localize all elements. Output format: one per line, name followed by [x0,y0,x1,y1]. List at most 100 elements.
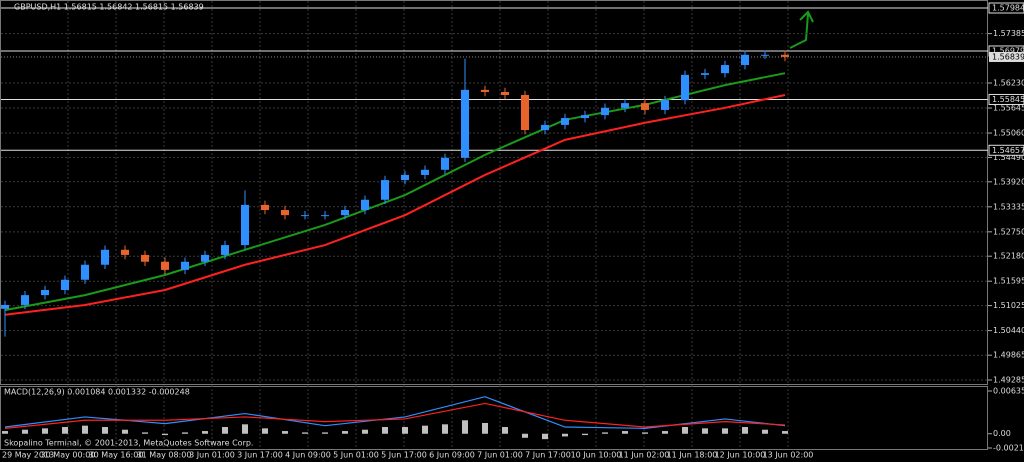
y-tick-label: 1.53335 [993,202,1024,211]
x-tick-label: 4 Jun 09:00 [285,451,331,460]
x-tick-label: 30 May 16:00 [89,451,144,460]
candle-body [61,279,69,290]
candle-body [121,249,129,255]
candle-body [561,118,569,125]
candle-body [441,157,449,170]
candle-body [541,124,549,131]
candle-body [281,210,289,216]
x-tick-label: 7 Jun 01:00 [477,451,523,460]
x-tick-label: 12 Jun 10:00 [715,451,766,460]
candle-body [221,245,229,255]
last-price-box [989,51,1024,62]
candle-body [181,261,189,270]
x-tick-label: 31 May 08:00 [137,451,192,460]
candle-body [301,215,309,217]
macd-bar [662,431,668,434]
macd-title: MACD(12,26,9) 0.001084 0.001332 -0.00024… [4,388,190,397]
macd-bar [322,432,328,434]
macd-bar [202,431,208,434]
candle-body [581,115,589,119]
y-tick-label: 1.49865 [993,351,1024,360]
candle-body [361,199,369,211]
candle-body [661,100,669,110]
candle-body [641,103,649,110]
candle-body [201,254,209,262]
macd-bar [342,431,348,434]
macd-bar [602,432,608,434]
last-price-label: 1.56839 [992,52,1024,61]
candle-body [401,174,409,181]
x-tick-label: 11 Jun 18:00 [667,451,718,460]
y-tick-label: 1.51595 [993,277,1024,286]
macd-bar [622,431,628,434]
x-tick-label: 7 Jun 17:00 [525,451,571,460]
candle-body [81,264,89,280]
x-tick-label: 30 May 00:00 [41,451,96,460]
candle-body [381,180,389,200]
x-tick-label: 6 Jun 09:00 [429,451,475,460]
macd-bar [362,429,368,434]
macd-bar [682,427,688,434]
macd-bar [162,433,168,436]
y-tick-label: 1.50440 [993,326,1024,335]
x-tick-label: 11 Jun 02:00 [619,451,670,460]
candle-body [621,103,629,108]
macd-bar [482,422,488,434]
x-tick-label: 5 Jun 01:00 [333,451,379,460]
candle-body [481,89,489,92]
level-label: 1.57984 [992,4,1024,13]
level-label: 1.54657 [992,146,1024,155]
macd-bar [742,427,748,434]
x-tick-label: 10 Jun 10:00 [571,451,622,460]
level-label-box [988,2,1024,14]
moving-average [4,94,786,316]
macd-bar [2,431,8,434]
moving-average [4,72,786,312]
y-tick-label: 1.55645 [993,104,1024,113]
macd-bar [142,432,148,434]
macd-bar [442,424,448,434]
macd-bar [82,425,88,434]
candle-body [721,65,729,74]
candle-body [101,249,109,265]
x-tick-label: 3 Jun 01:00 [189,451,235,460]
macd-bar [782,431,788,434]
chart-title: GBPUSD,H1 1.56815 1.56842 1.56815 1.5683… [14,3,204,12]
candle-body [41,289,49,296]
candle-body [141,254,149,262]
main-panel [0,0,988,385]
macd-bar [722,428,728,434]
macd-bar [462,420,468,434]
macd-bar [302,432,308,434]
candle-body [341,210,349,216]
level-label: 1.56979 [992,46,1024,55]
macd-bar [522,433,528,438]
y-tick-label: 1.57385 [993,29,1024,38]
macd-bar [42,428,48,434]
macd-bar [422,425,428,434]
macd-tick-label: -0.002117 [993,444,1024,453]
macd-tick-label: 0.00635 [993,387,1024,396]
y-tick-label: 1.53920 [993,177,1024,186]
macd-tick-label: 0.00 [993,429,1011,438]
x-tick-label: 13 Jun 02:00 [763,451,814,460]
macd-bar [382,427,388,434]
x-tick-label: 29 May 2013 [2,451,54,460]
candle-body [461,89,469,158]
level-label: 1.55845 [992,95,1024,104]
candle-body [161,261,169,270]
macd-bar [582,433,588,436]
macd-bar [502,427,508,434]
y-tick-label: 1.52180 [993,252,1024,261]
y-tick-label: 1.51025 [993,301,1024,310]
macd-bar [22,429,28,434]
macd-bar [242,424,248,434]
level-label-box [988,93,1024,105]
candle-body [501,91,509,95]
candle-body [421,169,429,175]
candle-body [781,54,789,57]
y-tick-label: 1.56230 [993,79,1024,88]
macd-bar [762,429,768,434]
candle-body [261,204,269,211]
